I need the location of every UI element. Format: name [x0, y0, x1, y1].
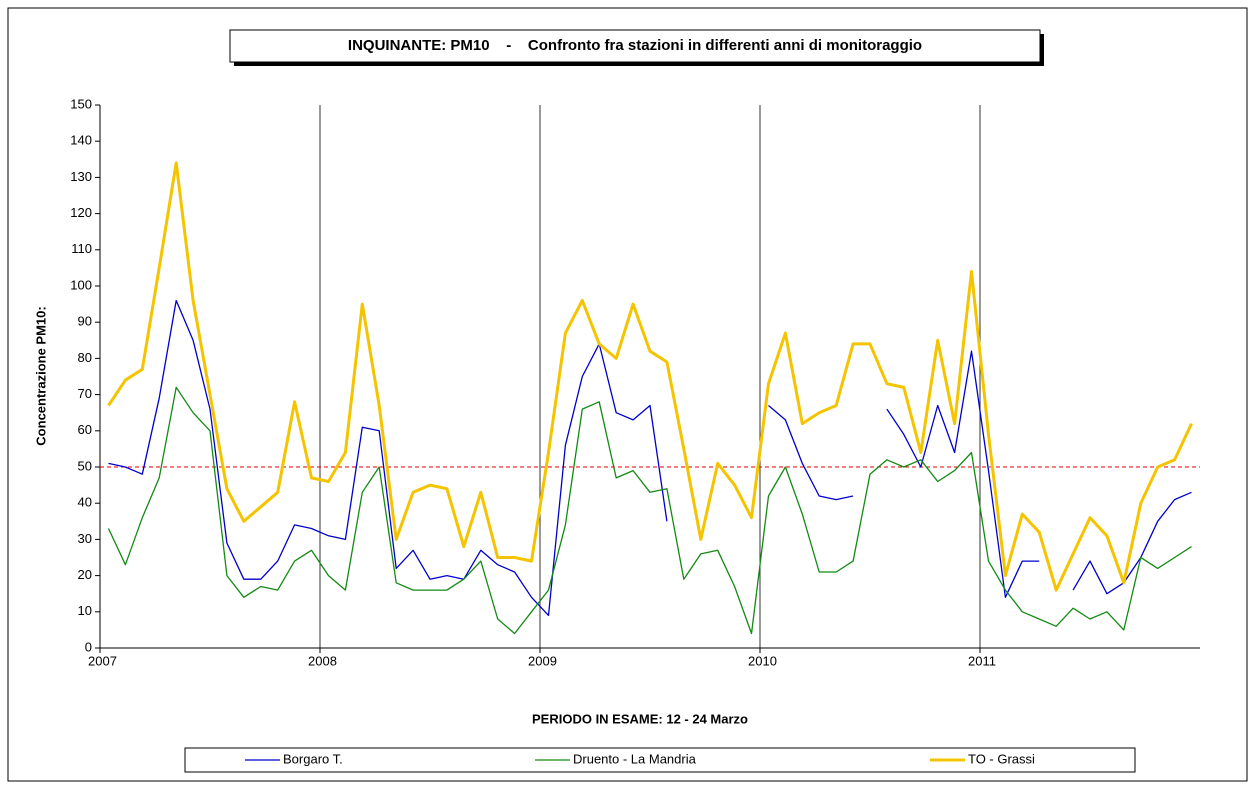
legend-label: Druento - La Mandria — [573, 751, 697, 766]
y-tick-label: 80 — [78, 350, 92, 365]
y-tick-label: 10 — [78, 603, 92, 618]
y-tick-label: 130 — [70, 169, 92, 184]
x-tick-label: 2010 — [748, 653, 777, 668]
legend-box — [184, 747, 1136, 773]
y-axis-label: Concentrazione PM10: — [33, 306, 48, 445]
y-tick-label: 140 — [70, 133, 92, 148]
title-box — [229, 29, 1041, 63]
frame — [7, 7, 1248, 782]
legend-label: Borgaro T. — [283, 751, 343, 766]
x-tick-label: 2007 — [88, 653, 117, 668]
y-tick-label: 150 — [70, 96, 92, 111]
y-tick-label: 70 — [78, 386, 92, 401]
y-tick-label: 20 — [78, 567, 92, 582]
y-tick-label: 120 — [70, 205, 92, 220]
legend-label: TO - Grassi — [968, 751, 1035, 766]
y-tick-label: 90 — [78, 314, 92, 329]
x-axis-label: PERIODO IN ESAME: 12 - 24 Marzo — [532, 711, 748, 726]
y-tick-label: 100 — [70, 277, 92, 292]
y-tick-label: 60 — [78, 422, 92, 437]
chart-title: INQUINANTE: PM10 - Confronto fra stazion… — [348, 37, 922, 54]
x-tick-label: 2011 — [968, 653, 996, 668]
y-tick-label: 40 — [78, 495, 92, 510]
y-tick-label: 110 — [71, 241, 92, 256]
y-tick-label: 30 — [78, 531, 92, 546]
series-line — [107, 161, 1193, 592]
y-tick-label: 50 — [78, 458, 92, 473]
series-line — [107, 386, 1192, 635]
series-line — [108, 299, 1192, 617]
x-tick-label: 2009 — [528, 653, 557, 668]
x-tick-label: 2008 — [308, 653, 337, 668]
y-tick-label: 0 — [85, 639, 92, 654]
